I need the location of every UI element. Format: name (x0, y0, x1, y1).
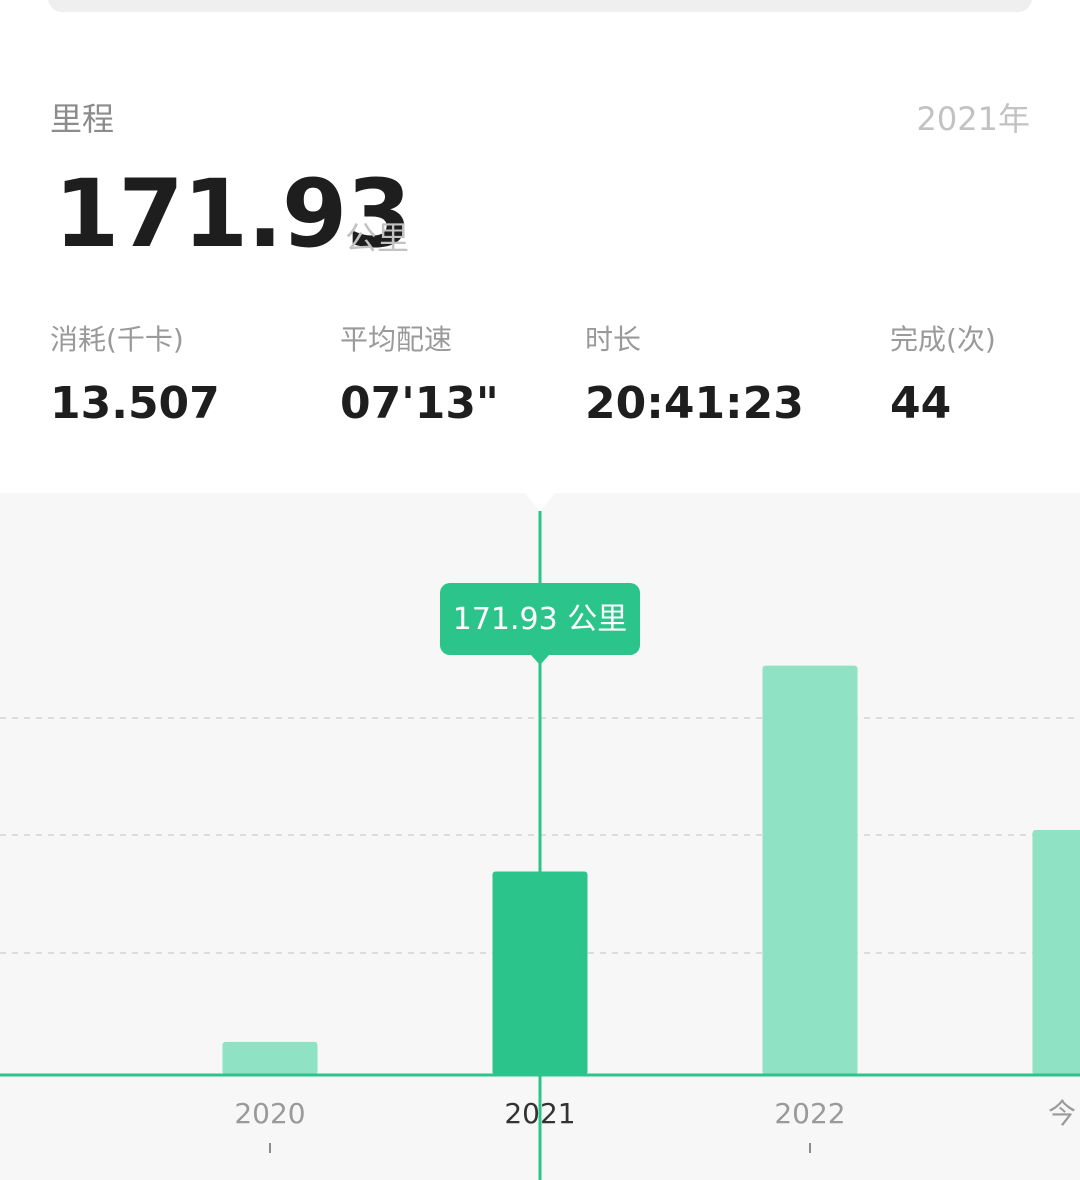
stat-completed-label: 完成(次) (890, 323, 996, 356)
stat-completed-value: 44 (890, 378, 952, 429)
stat-pace-value: 07'13" (340, 378, 499, 429)
bar-今[interactable] (1032, 830, 1080, 1075)
yearly-distance-chart[interactable]: 2020 2021 2022 今 171.93 公里 (0, 493, 1080, 1180)
bar-2022[interactable] (762, 665, 858, 1075)
stat-pace-label: 平均配速 (340, 323, 453, 356)
stat-calories-label: 消耗(千卡) (50, 323, 184, 356)
chart-canvas[interactable]: 2020 2021 2022 今 171.93 公里 (0, 493, 1080, 1180)
x-tick-marks (269, 1143, 811, 1153)
metric-label: 里程 (50, 100, 115, 138)
stat-completed: 完成(次) 44 (890, 320, 996, 432)
bar-2020[interactable] (222, 1041, 318, 1075)
total-distance-unit: 公里 (345, 219, 410, 257)
chart-panel-notch (525, 493, 555, 511)
top-segmented-control[interactable] (48, 0, 1032, 12)
x-tick-label-2020: 2020 (234, 1097, 305, 1130)
x-tick-labels: 2020 2021 2022 今 (234, 1097, 1076, 1130)
total-distance-value: 171.93 (54, 160, 412, 269)
tooltip-background (440, 583, 640, 655)
tooltip-text: 171.93 公里 (453, 602, 628, 637)
bars-layer[interactable] (222, 665, 1080, 1075)
selection-tooltip: 171.93 公里 (440, 583, 640, 665)
tooltip-arrow (531, 655, 549, 665)
x-tick-label-今: 今 (1048, 1097, 1076, 1130)
stat-calories: 消耗(千卡) 13.507 (50, 320, 220, 432)
period-label[interactable]: 2021年 (916, 100, 1030, 138)
stat-duration-label: 时长 (585, 323, 642, 356)
x-tick-label-2022: 2022 (774, 1097, 845, 1130)
stat-calories-value: 13.507 (50, 378, 220, 429)
stat-duration-value: 20:41:23 (585, 378, 804, 429)
stat-pace: 平均配速 07'13" (340, 320, 499, 432)
stat-duration: 时长 20:41:23 (585, 320, 804, 432)
